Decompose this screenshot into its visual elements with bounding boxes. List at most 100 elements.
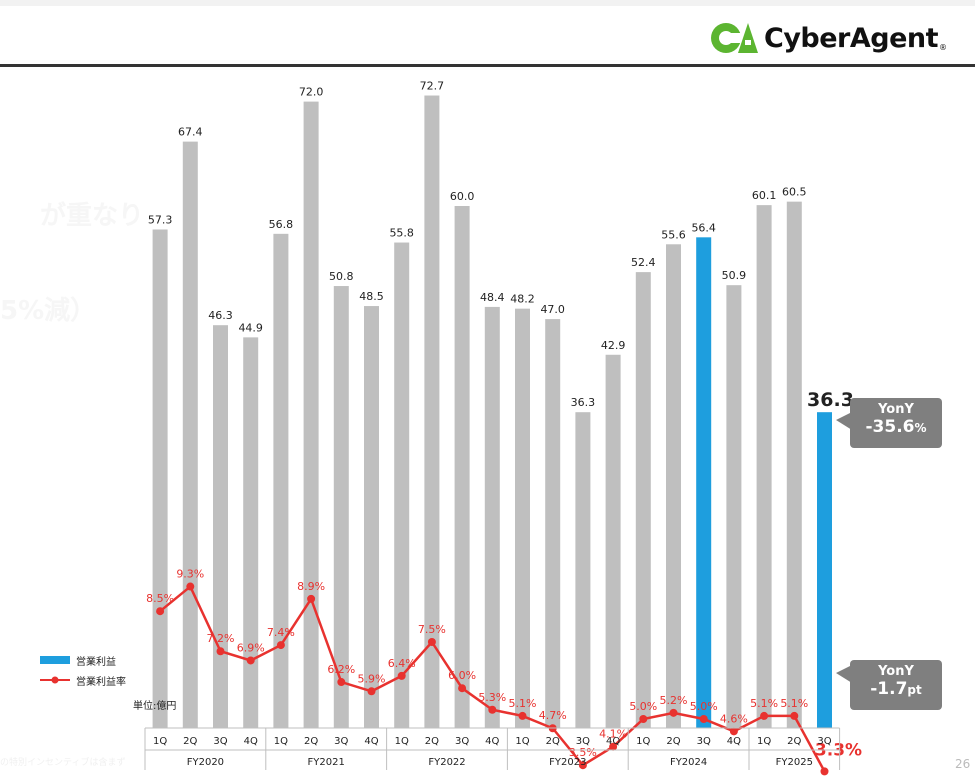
bar-value-label-11: 48.4 [480, 291, 505, 304]
margin-point-5 [307, 594, 316, 603]
x-tick-label-6: 3Q [334, 736, 348, 747]
bar-8 [394, 242, 410, 729]
bar-value-label-22: 36.3 [807, 389, 854, 411]
margin-value-label-18: 5.0% [690, 700, 718, 713]
header-divider [0, 64, 975, 67]
margin-value-label-12: 5.1% [509, 697, 537, 710]
bar-value-label-9: 72.7 [420, 80, 445, 93]
margin-value-label-4: 7.4% [267, 626, 295, 639]
x-tick-label-9: 2Q [425, 736, 439, 747]
background-text-1: が重なり [40, 201, 145, 231]
margin-value-label-14: 3.5% [569, 746, 597, 759]
margin-point-18 [699, 715, 708, 723]
margin-value-label-13: 4.7% [539, 709, 567, 722]
margin-point-17 [669, 708, 678, 717]
margin-value-label-16: 5.0% [629, 700, 657, 713]
bar-3 [243, 337, 259, 728]
bar-7 [364, 306, 379, 728]
margin-point-2 [216, 647, 225, 656]
margin-value-label-0: 8.5% [146, 592, 174, 605]
x-tick-label-10: 3Q [455, 736, 469, 747]
margin-point-14 [578, 761, 587, 770]
brand-logo: CyberAgent ® [710, 18, 947, 58]
yoy-profit-value: -35.6% [865, 417, 927, 437]
x-tick-label-21: 2Q [787, 736, 801, 747]
legend-label-margin: 営業利益率 [76, 676, 126, 688]
bar-value-label-6: 50.8 [329, 270, 354, 283]
bar-0 [152, 229, 168, 729]
margin-value-label-20: 5.1% [750, 697, 778, 710]
yoy-profit-title: YonY [878, 402, 914, 417]
bar-value-label-15: 42.9 [601, 339, 626, 352]
margin-point-20 [760, 711, 769, 720]
bar-15 [605, 354, 621, 728]
x-tick-label-19: 4Q [727, 736, 741, 747]
margin-value-label-5: 8.9% [297, 580, 325, 593]
bar-5 [303, 101, 319, 729]
bar-value-label-13: 47.0 [540, 303, 565, 316]
margin-point-19 [729, 727, 738, 736]
margin-point-12 [518, 711, 527, 720]
x-tick-label-1: 2Q [183, 736, 197, 747]
bar-4 [273, 233, 289, 728]
legend-bar-swatch [40, 656, 70, 664]
bar-9 [424, 95, 440, 728]
bar-value-label-7: 48.5 [359, 290, 384, 303]
fiscal-year-label-0: FY2020 [187, 757, 224, 768]
background-text-2: 5%減） [0, 296, 97, 326]
margin-point-1 [186, 582, 195, 591]
bar-value-label-2: 46.3 [208, 309, 233, 322]
margin-point-6 [337, 678, 346, 687]
yoy-profit-pointer [836, 412, 852, 430]
fiscal-year-label-2: FY2022 [428, 757, 465, 768]
fiscal-year-label-1: FY2021 [308, 757, 345, 768]
fiscal-year-label-5: FY2025 [776, 757, 813, 768]
bar-12 [515, 308, 530, 728]
x-tick-label-4: 1Q [274, 736, 288, 747]
bar-value-label-21: 60.5 [782, 186, 807, 199]
chart-legend: 営業利益 営業利益率 [40, 650, 126, 690]
margin-value-label-11: 5.3% [478, 691, 506, 704]
margin-value-label-7: 5.9% [358, 672, 386, 685]
x-tick-label-0: 1Q [153, 736, 167, 747]
x-tick-label-18: 3Q [697, 736, 711, 747]
margin-point-21 [790, 711, 799, 720]
page-number: 26 [955, 757, 971, 771]
bar-value-label-1: 67.4 [178, 126, 203, 139]
x-tick-label-17: 2Q [666, 736, 680, 747]
margin-point-22 [820, 767, 829, 776]
x-tick-label-14: 3Q [576, 736, 590, 747]
unit-label: 単位:億円 [133, 701, 177, 712]
bar-value-label-4: 56.8 [269, 218, 294, 231]
bar-value-label-12: 48.2 [510, 293, 535, 306]
bar-value-label-16: 52.4 [631, 256, 656, 269]
bar-11 [484, 306, 500, 728]
bar-value-label-17: 55.6 [661, 228, 686, 241]
legend-item-profit: 営業利益 [40, 650, 126, 670]
bar-19 [726, 285, 742, 728]
yoy-margin-callout: YonY -1.7pt [850, 660, 942, 710]
margin-value-label-1: 9.3% [176, 568, 204, 581]
margin-value-label-10: 6.0% [448, 669, 476, 682]
x-tick-label-3: 4Q [244, 736, 258, 747]
bar-value-label-8: 55.8 [389, 227, 414, 240]
x-tick-label-16: 1Q [636, 736, 650, 747]
fiscal-year-label-3: FY2023 [549, 757, 586, 768]
bar-6 [333, 286, 349, 728]
x-tick-label-7: 4Q [364, 736, 378, 747]
bar-18 [696, 237, 712, 728]
bar-value-label-20: 60.1 [752, 189, 777, 202]
bar-22 [817, 412, 832, 728]
x-tick-label-12: 1Q [515, 736, 529, 747]
footnote: の特別インセンティブは含まず [0, 758, 126, 768]
bar-14 [575, 412, 591, 728]
x-tick-label-11: 4Q [485, 736, 499, 747]
yoy-margin-title: YonY [878, 664, 914, 679]
bar-1 [182, 141, 198, 728]
bar-value-label-5: 72.0 [299, 86, 324, 99]
margin-value-label-9: 7.5% [418, 623, 446, 636]
legend-line-swatch [40, 676, 70, 684]
margin-point-4 [276, 641, 285, 650]
bar-21 [786, 201, 802, 728]
legend-item-margin: 営業利益率 [40, 670, 126, 690]
